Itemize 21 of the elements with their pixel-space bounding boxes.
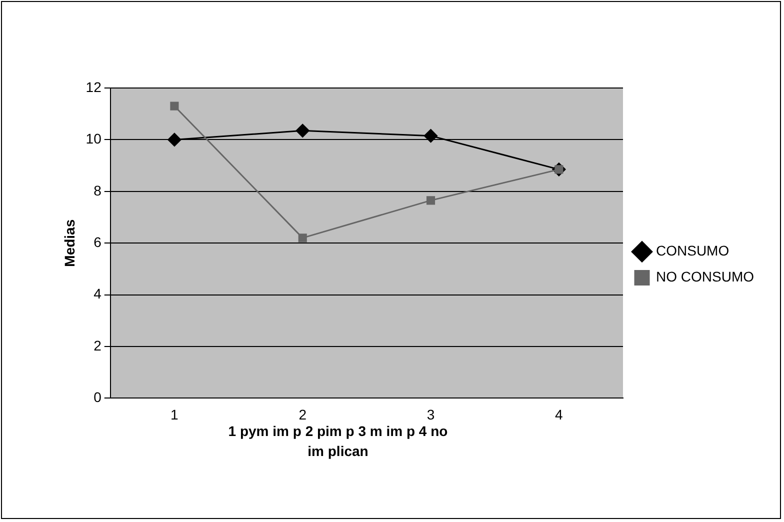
point xyxy=(426,196,436,205)
y-tick-label: 6 xyxy=(94,234,102,250)
y-axis-title: Medias xyxy=(61,219,78,267)
y-tick-label: 4 xyxy=(94,286,102,302)
x-axis-title: 1 pym im p 2 pim p 3 m im p 4 no im plican xyxy=(228,422,448,461)
x-tick-label: 3 xyxy=(426,406,435,422)
y-tick-label: 0 xyxy=(94,389,102,406)
legend-label: NO CONSUMO xyxy=(656,268,754,285)
y-tick-label: 12 xyxy=(86,78,102,95)
point xyxy=(170,102,179,110)
x-tick-label: 2 xyxy=(298,406,307,422)
x-tick-label: 4 xyxy=(555,406,564,422)
y-tick-label: 8 xyxy=(94,182,102,198)
legend-label: CONSUMO xyxy=(656,242,730,259)
point xyxy=(168,132,182,146)
point xyxy=(296,124,310,138)
point xyxy=(298,234,307,242)
point xyxy=(424,129,438,143)
y-tick-label: 10 xyxy=(86,130,102,147)
y-tick-label: 2 xyxy=(94,337,102,354)
x-tick-label: 1 xyxy=(170,406,179,422)
